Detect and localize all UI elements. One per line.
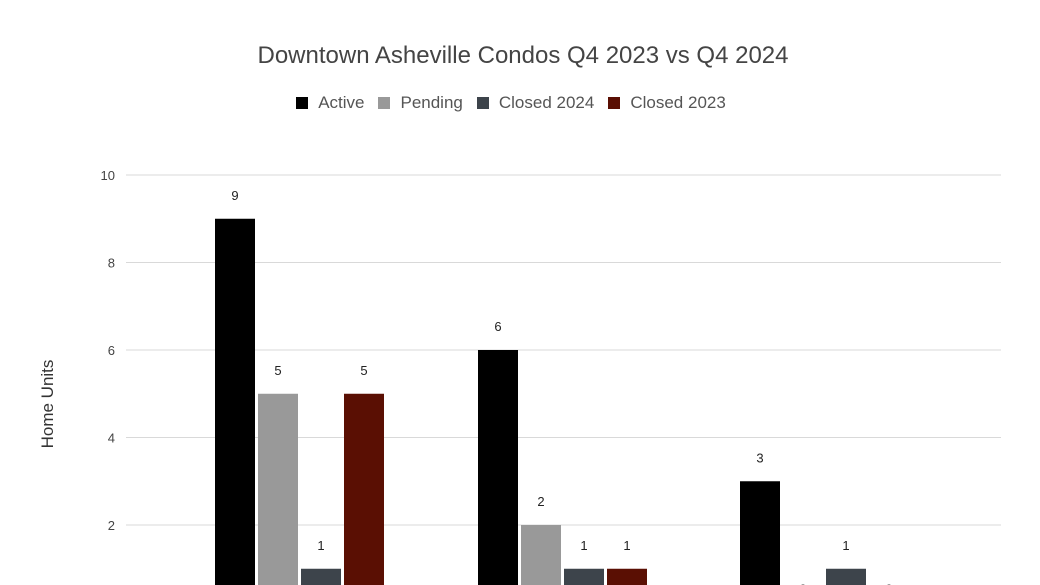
y-tick-label: 2 (108, 518, 115, 533)
bar (258, 393, 298, 585)
bar (301, 568, 341, 585)
y-tick-label: 8 (108, 256, 115, 271)
data-label: 2 (537, 494, 544, 509)
bar (478, 350, 518, 585)
legend-item-closed-2023: Closed 2023 (608, 93, 726, 113)
legend-label-pending: Pending (400, 93, 463, 112)
chart-title: Downtown Asheville Condos Q4 2023 vs Q4 … (257, 42, 789, 69)
y-tick-label: 4 (108, 431, 115, 446)
legend-item-pending: Pending (378, 93, 463, 113)
data-label: 1 (580, 538, 587, 553)
legend-label-active: Active (318, 93, 365, 112)
bar (826, 568, 866, 585)
y-tick-label: 10 (101, 168, 115, 183)
legend-label-closed-2023: Closed 2023 (630, 93, 726, 112)
legend-swatch-closed-2024 (476, 97, 489, 109)
data-label: 3 (756, 450, 763, 465)
data-label: 5 (360, 363, 367, 378)
legend-swatch-active (296, 97, 309, 109)
bar (740, 481, 780, 585)
data-label: 1 (623, 538, 630, 553)
legend: Active Pending Closed 2024 Closed 2023 (0, 93, 1022, 113)
data-label: 9 (231, 188, 238, 203)
data-label: 6 (494, 319, 501, 334)
bar (607, 568, 647, 585)
legend-swatch-pending (378, 97, 391, 109)
legend-label-closed-2024: Closed 2024 (498, 93, 595, 112)
data-label: 5 (274, 363, 281, 378)
data-label: 1 (842, 538, 849, 553)
legend-item-active: Active (296, 93, 364, 113)
bar (344, 393, 384, 585)
legend-item-closed-2024: Closed 2024 (476, 93, 595, 113)
y-tick-label: 6 (108, 343, 115, 358)
data-label: 0 (799, 582, 806, 585)
bar (521, 525, 561, 585)
legend-swatch-closed-2023 (608, 97, 621, 109)
bar (215, 218, 255, 585)
data-label: 1 (317, 538, 324, 553)
bar (564, 568, 604, 585)
data-label: 0 (885, 582, 892, 585)
